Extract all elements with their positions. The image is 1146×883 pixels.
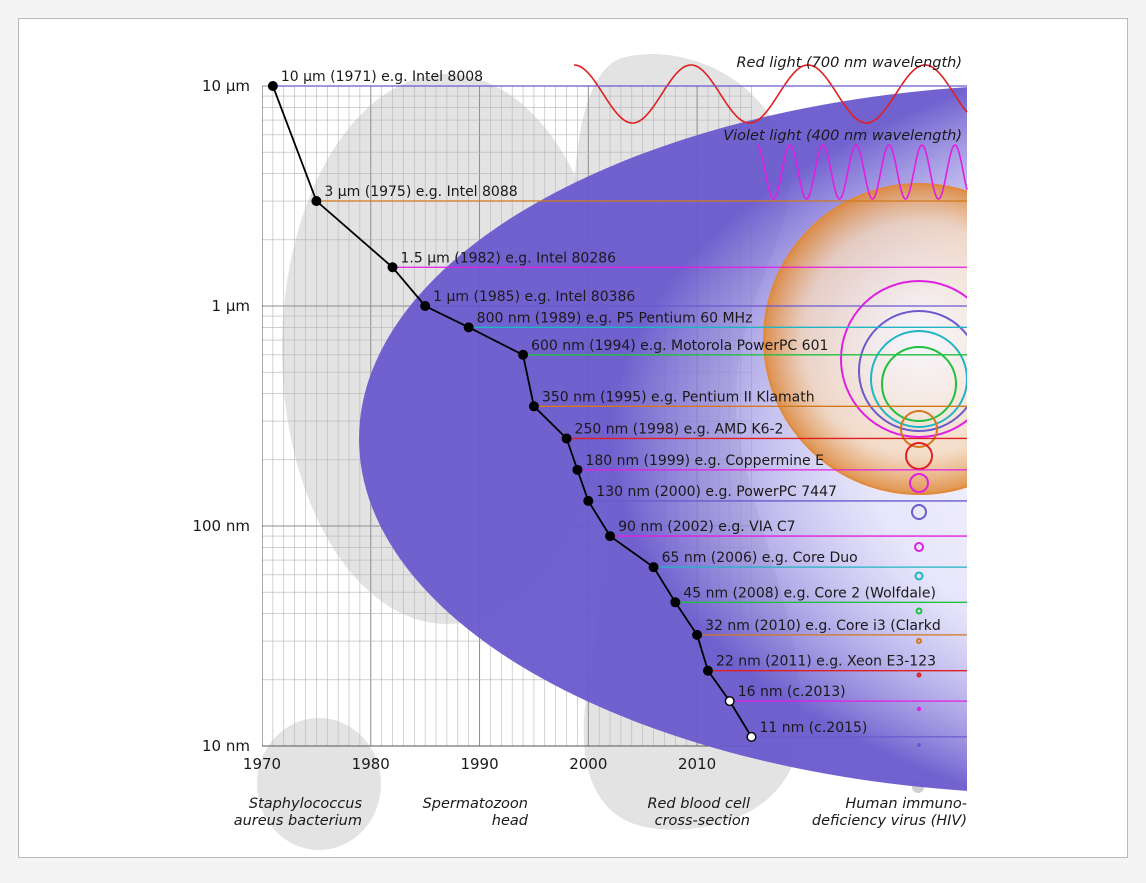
data-point <box>583 495 594 506</box>
data-point <box>605 531 616 542</box>
data-point <box>724 696 735 707</box>
data-label: 250 nm (1998) e.g. AMD K6-2 <box>575 421 784 437</box>
data-point <box>572 464 583 475</box>
y-tick-label: 100 nm <box>192 517 250 535</box>
feature-size-circles <box>840 280 967 747</box>
scale-object-label: aureus bacterium <box>234 813 362 829</box>
data-point <box>746 731 757 742</box>
data-point <box>267 81 278 92</box>
scale-object-label: Red blood cell <box>647 796 750 812</box>
x-tick-label: 2000 <box>569 755 607 773</box>
scale-object-label: head <box>492 813 529 829</box>
feature-size-circle <box>900 410 938 448</box>
feature-size-circle <box>917 743 921 747</box>
y-tick-label: 10 nm <box>202 737 250 755</box>
data-point <box>463 322 474 333</box>
data-point <box>528 401 539 412</box>
feature-size-circle <box>905 442 933 470</box>
feature-size-circle <box>840 280 967 438</box>
red-light-circle <box>763 183 967 495</box>
feature-size-circle <box>916 706 922 712</box>
feature-size-circle <box>881 346 957 422</box>
feature-size-circle <box>915 607 923 615</box>
y-tick-label: 1 µm <box>212 297 250 315</box>
feature-size-circle <box>914 542 924 552</box>
data-point <box>692 629 703 640</box>
feature-size-circle <box>916 638 922 644</box>
data-label: 32 nm (2010) e.g. Core i3 (Clarkd <box>705 618 941 634</box>
data-label: 3 µm (1975) e.g. Intel 8088 <box>324 184 517 200</box>
scale-object-label: Human immuno- <box>845 796 967 812</box>
feature-size-circle <box>858 310 967 432</box>
feature-size-circle <box>914 571 924 581</box>
data-label: 1.5 µm (1982) e.g. Intel 80286 <box>401 250 617 266</box>
red-light-label: Red light (700 nm wavelength) <box>736 55 962 71</box>
chart-frame: 10 µm (1971) e.g. Intel 8008 3 µm (1975) … <box>18 18 1128 858</box>
x-tick-label: 1970 <box>243 755 281 773</box>
data-point <box>648 562 659 573</box>
feature-size-circle <box>911 504 927 520</box>
feature-size-circle <box>916 672 922 678</box>
data-label: 90 nm (2002) e.g. VIA C7 <box>618 519 796 535</box>
data-point <box>702 665 713 676</box>
scale-object-label: Spermatozoon <box>423 796 528 812</box>
data-point <box>561 433 572 444</box>
data-label: 10 µm (1971) e.g. Intel 8008 <box>281 69 483 85</box>
data-label: 45 nm (2008) e.g. Core 2 (Wolfdale) <box>683 585 936 601</box>
x-tick-label: 2010 <box>678 755 716 773</box>
x-tick-label: 1990 <box>460 755 498 773</box>
process-node-chart: 10 µm (1971) e.g. Intel 8008 3 µm (1975) … <box>192 53 968 850</box>
data-point <box>420 301 431 312</box>
data-label: 1 µm (1985) e.g. Intel 80386 <box>433 289 635 305</box>
feature-size-circle <box>909 473 929 493</box>
data-point <box>311 196 322 207</box>
data-label: 130 nm (2000) e.g. PowerPC 7447 <box>596 484 837 500</box>
data-point <box>670 597 681 608</box>
data-label: 350 nm (1995) e.g. Pentium II Klamath <box>542 389 815 405</box>
data-label: 11 nm (c.2015) <box>759 720 867 736</box>
staphylococcus-shape <box>257 718 381 850</box>
x-tick-label: 1980 <box>352 755 390 773</box>
data-label: 800 nm (1989) e.g. P5 Pentium 60 MHz <box>477 310 753 326</box>
y-tick-label: 10 µm <box>202 77 250 95</box>
data-label: 180 nm (1999) e.g. Coppermine E <box>585 453 824 469</box>
violet-light-wave <box>756 144 968 200</box>
violet-light-label: Violet light (400 nm wavelength) <box>723 128 962 144</box>
scale-object-label: deficiency virus (HIV) <box>812 813 967 829</box>
data-point <box>518 349 529 360</box>
data-label: 22 nm (2011) e.g. Xeon E3-123 <box>716 654 936 670</box>
data-label: 65 nm (2006) e.g. Core Duo <box>662 550 858 566</box>
data-point <box>387 262 398 273</box>
reference-lines <box>272 85 967 738</box>
feature-size-circle <box>870 330 967 428</box>
scale-object-label: Staphylococcus <box>249 796 363 812</box>
scale-object-label: cross-section <box>655 813 750 829</box>
red-light-wave <box>574 64 968 124</box>
data-label: 16 nm (c.2013) <box>738 684 846 700</box>
data-label: 600 nm (1994) e.g. Motorola PowerPC 601 <box>531 338 828 354</box>
